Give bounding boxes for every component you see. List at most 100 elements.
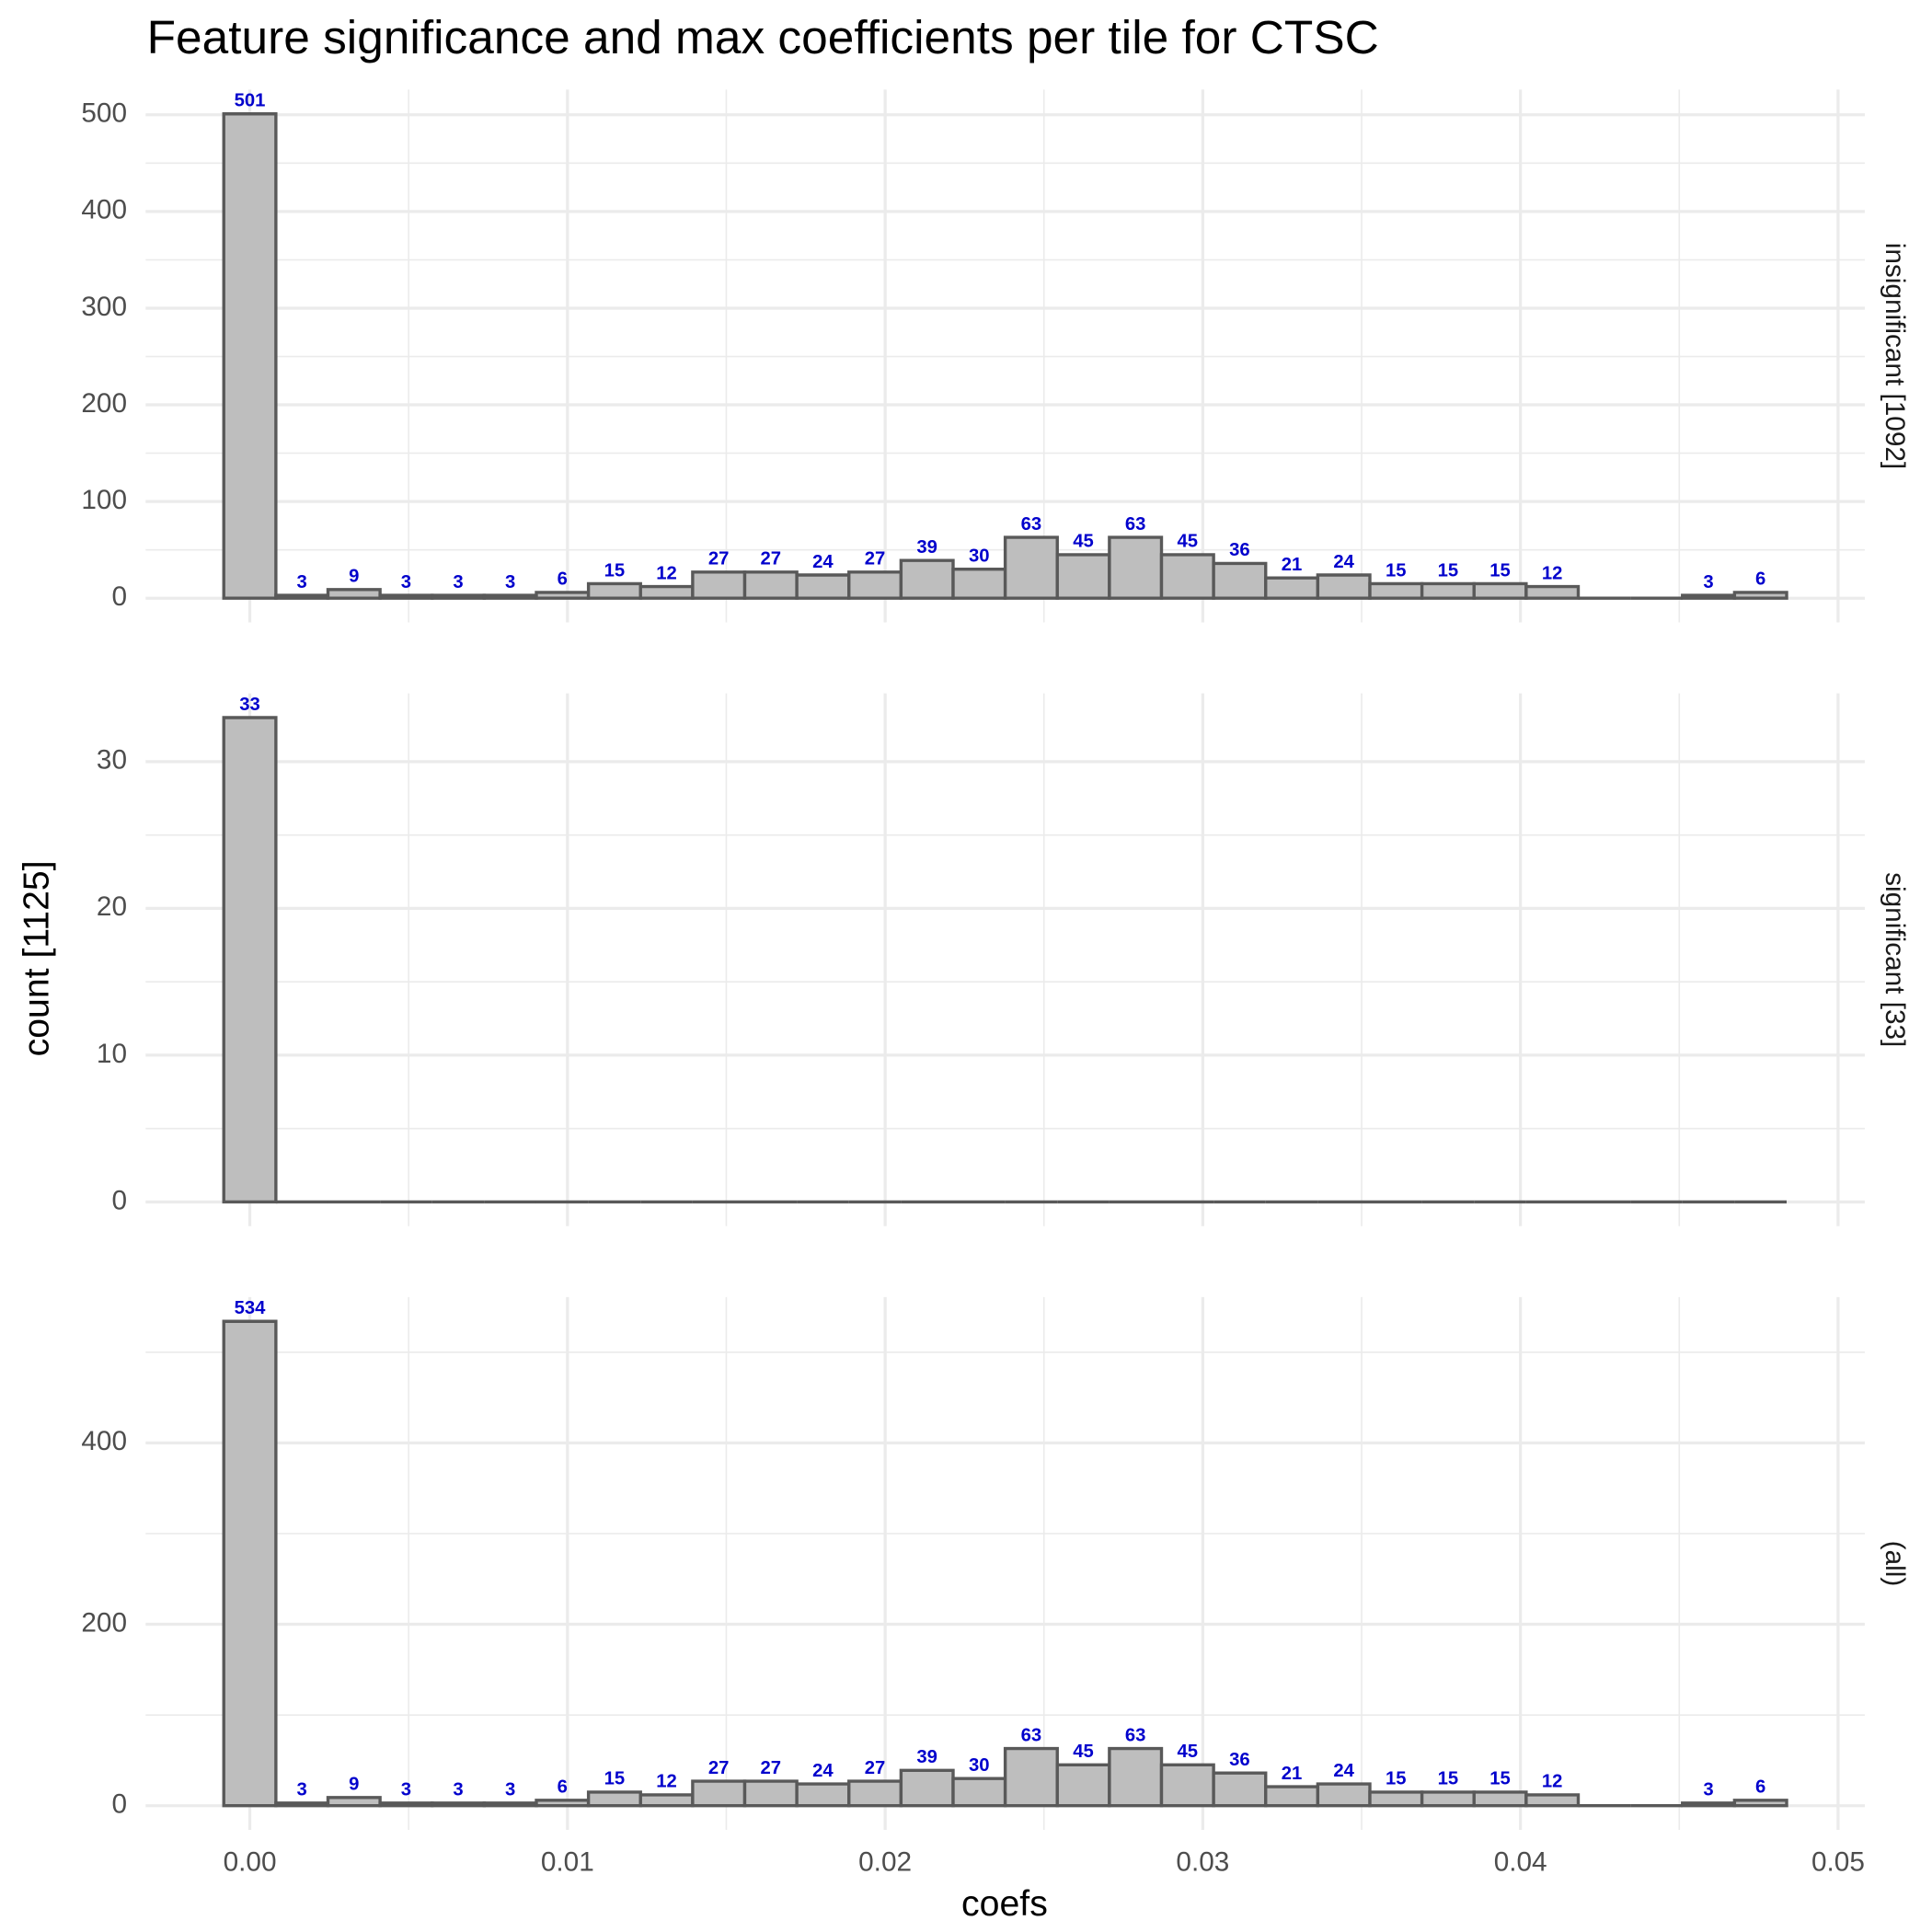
bar (795, 1782, 851, 1808)
bar (1055, 1763, 1111, 1808)
value-label: 24 (1333, 552, 1354, 572)
value-label: 534 (235, 1298, 267, 1318)
bar (378, 1801, 434, 1808)
value-label: 27 (865, 549, 886, 569)
y-tick-label: 10 (97, 1039, 127, 1069)
y-tick-label: 0 (111, 1789, 127, 1820)
value-label: 9 (349, 567, 359, 587)
value-label: 15 (1438, 560, 1459, 581)
y-tick-label: 400 (81, 195, 127, 225)
facet-label: significant [33] (1880, 872, 1910, 1047)
bar (535, 591, 591, 600)
bar (222, 716, 278, 1204)
y-tick-label: 400 (81, 1426, 127, 1456)
bar (274, 593, 330, 600)
value-label: 3 (401, 572, 411, 592)
value-label: 39 (916, 1747, 937, 1767)
facet-label: insignificant [1092] (1880, 243, 1910, 469)
bar (274, 1801, 330, 1808)
bar (586, 1790, 642, 1808)
bar (1420, 581, 1476, 600)
bar (1003, 535, 1059, 600)
value-label: 3 (401, 1780, 411, 1800)
y-tick-label: 20 (97, 891, 127, 922)
value-label: 15 (1386, 1769, 1407, 1789)
bar (482, 593, 538, 600)
chart-title: Feature significance and max coefficient… (147, 10, 1379, 63)
value-label: 6 (1755, 569, 1765, 590)
bar (326, 1796, 382, 1808)
y-tick-label: 500 (81, 98, 127, 129)
value-label: 39 (916, 537, 937, 558)
bar (586, 581, 642, 600)
bar (1108, 1746, 1164, 1808)
value-label: 27 (708, 549, 730, 569)
bar (638, 1793, 695, 1808)
y-tick-label: 0 (111, 581, 127, 612)
value-label: 3 (505, 1780, 515, 1800)
bar (1681, 1801, 1737, 1808)
value-label: 3 (1703, 1780, 1713, 1800)
value-label: 30 (969, 1755, 990, 1776)
bar (847, 570, 903, 600)
value-label: 21 (1282, 555, 1303, 575)
bar (1108, 535, 1164, 600)
bar (1212, 561, 1268, 600)
value-label: 63 (1125, 1725, 1146, 1745)
value-label: 12 (656, 563, 677, 583)
y-tick-label: 300 (81, 292, 127, 322)
value-label: 3 (453, 1780, 463, 1800)
x-axis-label: coefs (961, 1883, 1048, 1924)
bar (1159, 553, 1215, 600)
value-label: 30 (969, 546, 990, 567)
value-label: 45 (1178, 532, 1199, 552)
bar (1732, 1799, 1788, 1808)
value-label: 15 (1489, 560, 1511, 581)
x-tick-label: 0.04 (1494, 1846, 1547, 1877)
bar (1524, 584, 1581, 600)
value-label: 63 (1021, 514, 1042, 535)
bar (899, 558, 955, 600)
bar (1472, 581, 1528, 600)
value-label: 3 (1703, 572, 1713, 592)
bar (1316, 573, 1372, 600)
bar (222, 112, 278, 600)
x-tick-label: 0.05 (1811, 1846, 1865, 1877)
bar (1732, 591, 1788, 600)
value-label: 33 (239, 695, 260, 715)
y-tick-label: 200 (81, 1607, 127, 1638)
value-label: 6 (558, 569, 568, 590)
value-label: 63 (1125, 514, 1146, 535)
bar (378, 593, 434, 600)
bar (1003, 1746, 1059, 1808)
bar (1264, 576, 1320, 600)
bar (1055, 553, 1111, 600)
value-label: 15 (604, 1769, 626, 1789)
value-label: 501 (235, 91, 266, 111)
y-tick-label: 100 (81, 485, 127, 515)
value-label: 15 (1386, 560, 1407, 581)
value-label: 24 (1333, 1761, 1354, 1781)
bar (431, 1801, 487, 1808)
bar (1681, 593, 1737, 600)
y-axis-label: count [1125] (16, 860, 56, 1056)
value-label: 24 (812, 552, 834, 572)
bar (691, 570, 747, 600)
value-label: 24 (812, 1761, 834, 1781)
bar (1264, 1785, 1320, 1808)
value-label: 12 (1542, 563, 1563, 583)
value-label: 36 (1229, 540, 1250, 560)
bar (951, 1777, 1007, 1808)
value-label: 3 (505, 572, 515, 592)
value-label: 27 (865, 1758, 886, 1778)
value-label: 6 (558, 1777, 568, 1798)
bar (535, 1799, 591, 1808)
bar (1420, 1790, 1476, 1808)
value-label: 63 (1021, 1725, 1042, 1745)
value-label: 27 (761, 549, 782, 569)
bar (431, 593, 487, 600)
value-label: 3 (297, 1780, 307, 1800)
value-label: 21 (1282, 1764, 1303, 1784)
value-label: 27 (761, 1758, 782, 1778)
